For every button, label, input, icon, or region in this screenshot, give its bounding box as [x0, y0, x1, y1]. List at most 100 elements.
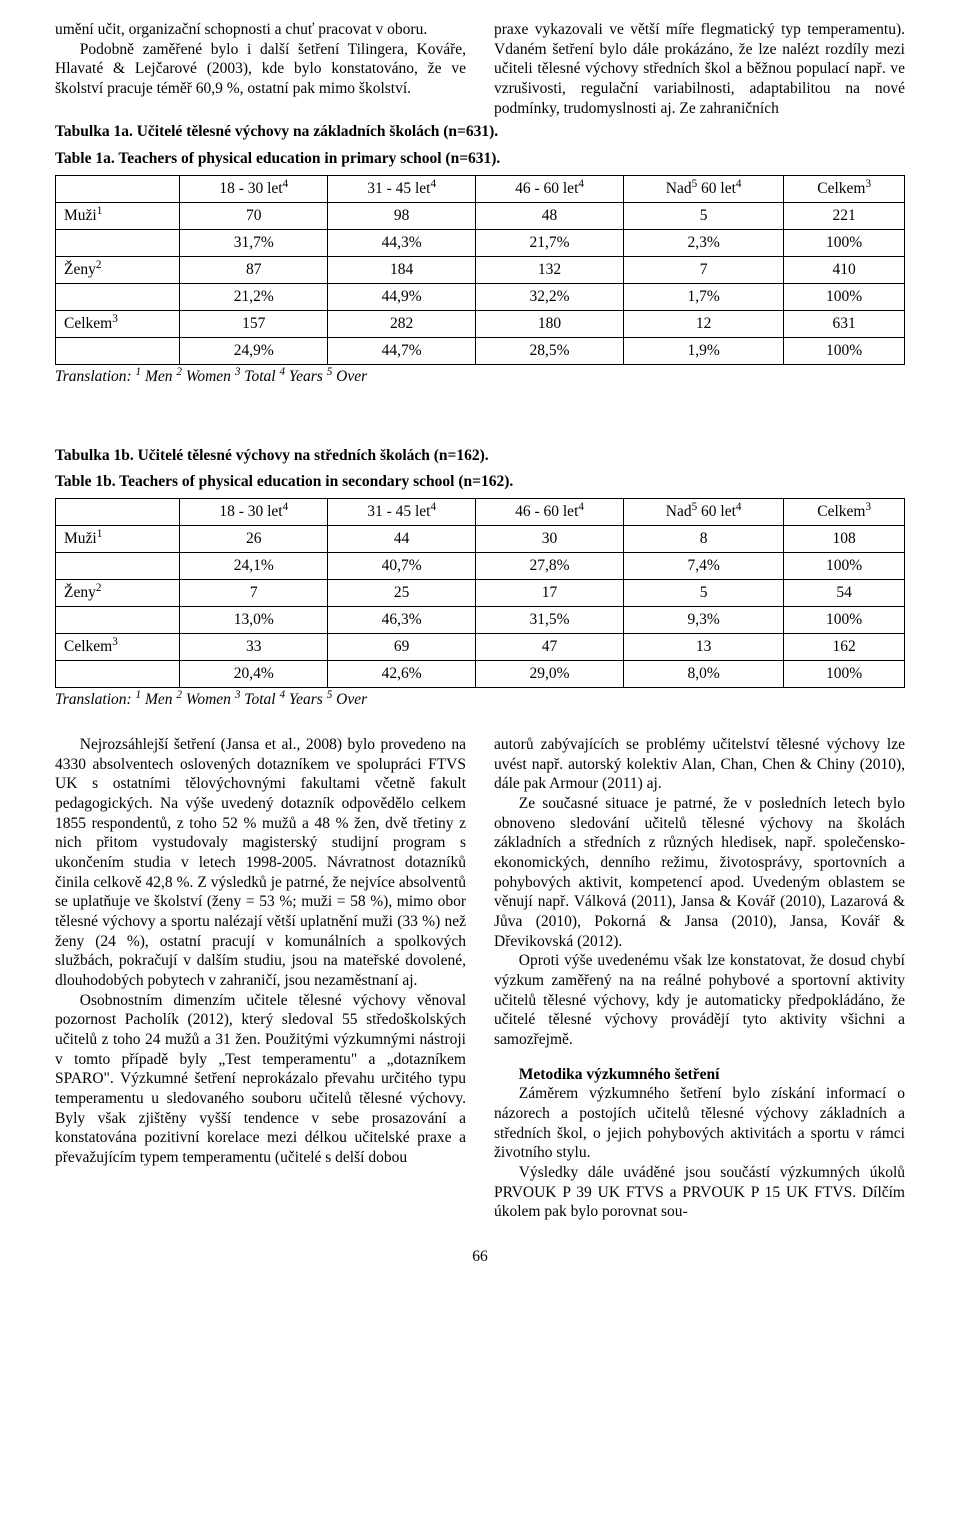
table-cell: 5	[623, 202, 783, 229]
table-row: 24,9%44,7%28,5%1,9%100%	[56, 337, 905, 364]
table-cell: 184	[328, 256, 476, 283]
top-columns: umění učit, organizační schopnosti a chu…	[55, 20, 905, 118]
table-cell: 44,7%	[328, 337, 476, 364]
table-cell: 282	[328, 310, 476, 337]
table-cell: 180	[476, 310, 624, 337]
table-header-cell: 46 - 60 let4	[476, 498, 624, 525]
page: umění učit, organizační schopnosti a chu…	[0, 0, 960, 1276]
table-cell: 2,3%	[623, 229, 783, 256]
table-cell: 17	[476, 579, 624, 606]
table-cell: 69	[328, 633, 476, 660]
top-left-p2: Podobně zaměřené bylo i další šetření Ti…	[55, 40, 466, 99]
table-row: 21,2%44,9%32,2%1,7%100%	[56, 283, 905, 310]
top-left-col: umění učit, organizační schopnosti a chu…	[55, 20, 466, 118]
table-cell: 100%	[784, 606, 905, 633]
table-cell: 162	[784, 633, 905, 660]
table-row: Ženy272517554	[56, 579, 905, 606]
table-1a: 18 - 30 let431 - 45 let446 - 60 let4Nad5…	[55, 175, 905, 365]
row-label: Muži1	[56, 202, 180, 229]
table1a-caption-block: Tabulka 1a. Učitelé tělesné výchovy na z…	[55, 122, 905, 168]
table-cell: 100%	[784, 337, 905, 364]
table-cell: 29,0%	[476, 660, 624, 687]
table-cell: 24,9%	[180, 337, 328, 364]
row-label: Muži1	[56, 525, 180, 552]
table-cell: 87	[180, 256, 328, 283]
body-paragraph: Záměrem výzkumného šetření bylo získání …	[494, 1084, 905, 1163]
table1a-translation: Translation: 1 Men 2 Women 3 Total 4 Yea…	[55, 368, 905, 386]
table-cell: 9,3%	[623, 606, 783, 633]
table-cell: 100%	[784, 660, 905, 687]
table1a-caption-cz: Tabulka 1a. Učitelé tělesné výchovy na z…	[55, 122, 905, 142]
table-cell: 27,8%	[476, 552, 624, 579]
table-cell: 32,2%	[476, 283, 624, 310]
table-cell: 33	[180, 633, 328, 660]
top-right-col: praxe vykazovali ve větší míře flegmatic…	[494, 20, 905, 118]
table-cell: 25	[328, 579, 476, 606]
table-row: Ženy2871841327410	[56, 256, 905, 283]
row-label	[56, 283, 180, 310]
table-cell: 410	[784, 256, 905, 283]
body-paragraph: autorů zabývajících se problémy učitelst…	[494, 735, 905, 794]
row-label: Celkem3	[56, 633, 180, 660]
table-cell: 13	[623, 633, 783, 660]
table-row: Celkem333694713162	[56, 633, 905, 660]
table1b-caption-en: Table 1b. Teachers of physical education…	[55, 472, 905, 492]
table-row: Muži17098485221	[56, 202, 905, 229]
table-cell: 44	[328, 525, 476, 552]
section-heading: Metodika výzkumného šetření	[494, 1065, 905, 1085]
table-cell: 30	[476, 525, 624, 552]
row-label	[56, 337, 180, 364]
table-cell: 98	[328, 202, 476, 229]
table-cell: 44,9%	[328, 283, 476, 310]
row-label: Ženy2	[56, 579, 180, 606]
table-cell: 42,6%	[328, 660, 476, 687]
table1b-caption-block: Tabulka 1b. Učitelé tělesné výchovy na s…	[55, 446, 905, 492]
table-cell: 8	[623, 525, 783, 552]
table-cell: 21,2%	[180, 283, 328, 310]
table-header-cell: 31 - 45 let4	[328, 175, 476, 202]
bottom-left-col: Nejrozsáhlejší šetření (Jansa et al., 20…	[55, 735, 466, 1222]
table-cell: 7	[623, 256, 783, 283]
table-row: Muži12644308108	[56, 525, 905, 552]
row-label	[56, 552, 180, 579]
table-cell: 70	[180, 202, 328, 229]
top-right-p1: praxe vykazovali ve větší míře flegmatic…	[494, 20, 905, 118]
table-cell: 1,7%	[623, 283, 783, 310]
bottom-right-col: autorů zabývajících se problémy učitelst…	[494, 735, 905, 1222]
table-cell: 48	[476, 202, 624, 229]
table-header-cell: Celkem3	[784, 175, 905, 202]
table-header-blank	[56, 498, 180, 525]
paragraph-spacer	[494, 1050, 905, 1065]
row-label: Ženy2	[56, 256, 180, 283]
table-cell: 46,3%	[328, 606, 476, 633]
table-header-cell: Nad5 60 let4	[623, 498, 783, 525]
table-cell: 12	[623, 310, 783, 337]
table-cell: 24,1%	[180, 552, 328, 579]
table-row: Celkem315728218012631	[56, 310, 905, 337]
table-cell: 5	[623, 579, 783, 606]
table-cell: 100%	[784, 552, 905, 579]
translation-line: Translation: 1 Men 2 Women 3 Total 4 Yea…	[55, 691, 367, 708]
table-cell: 13,0%	[180, 606, 328, 633]
body-paragraph: Osobnostním dimenzím učitele tělesné výc…	[55, 991, 466, 1168]
body-paragraph: Oproti výše uvedenému však lze konstatov…	[494, 951, 905, 1049]
table-cell: 631	[784, 310, 905, 337]
table-header-cell: Nad5 60 let4	[623, 175, 783, 202]
row-label	[56, 606, 180, 633]
body-paragraph: Nejrozsáhlejší šetření (Jansa et al., 20…	[55, 735, 466, 991]
page-number: 66	[55, 1248, 905, 1266]
table-cell: 28,5%	[476, 337, 624, 364]
table-cell: 54	[784, 579, 905, 606]
row-label: Celkem3	[56, 310, 180, 337]
table-1b: 18 - 30 let431 - 45 let446 - 60 let4Nad5…	[55, 498, 905, 688]
table-cell: 132	[476, 256, 624, 283]
body-paragraph: Výsledky dále uváděné jsou součástí výzk…	[494, 1163, 905, 1222]
table-header-blank	[56, 175, 180, 202]
table-cell: 100%	[784, 283, 905, 310]
table-cell: 100%	[784, 229, 905, 256]
table-row: 20,4%42,6%29,0%8,0%100%	[56, 660, 905, 687]
table-cell: 20,4%	[180, 660, 328, 687]
table-cell: 44,3%	[328, 229, 476, 256]
table-cell: 7,4%	[623, 552, 783, 579]
bottom-columns: Nejrozsáhlejší šetření (Jansa et al., 20…	[55, 735, 905, 1222]
